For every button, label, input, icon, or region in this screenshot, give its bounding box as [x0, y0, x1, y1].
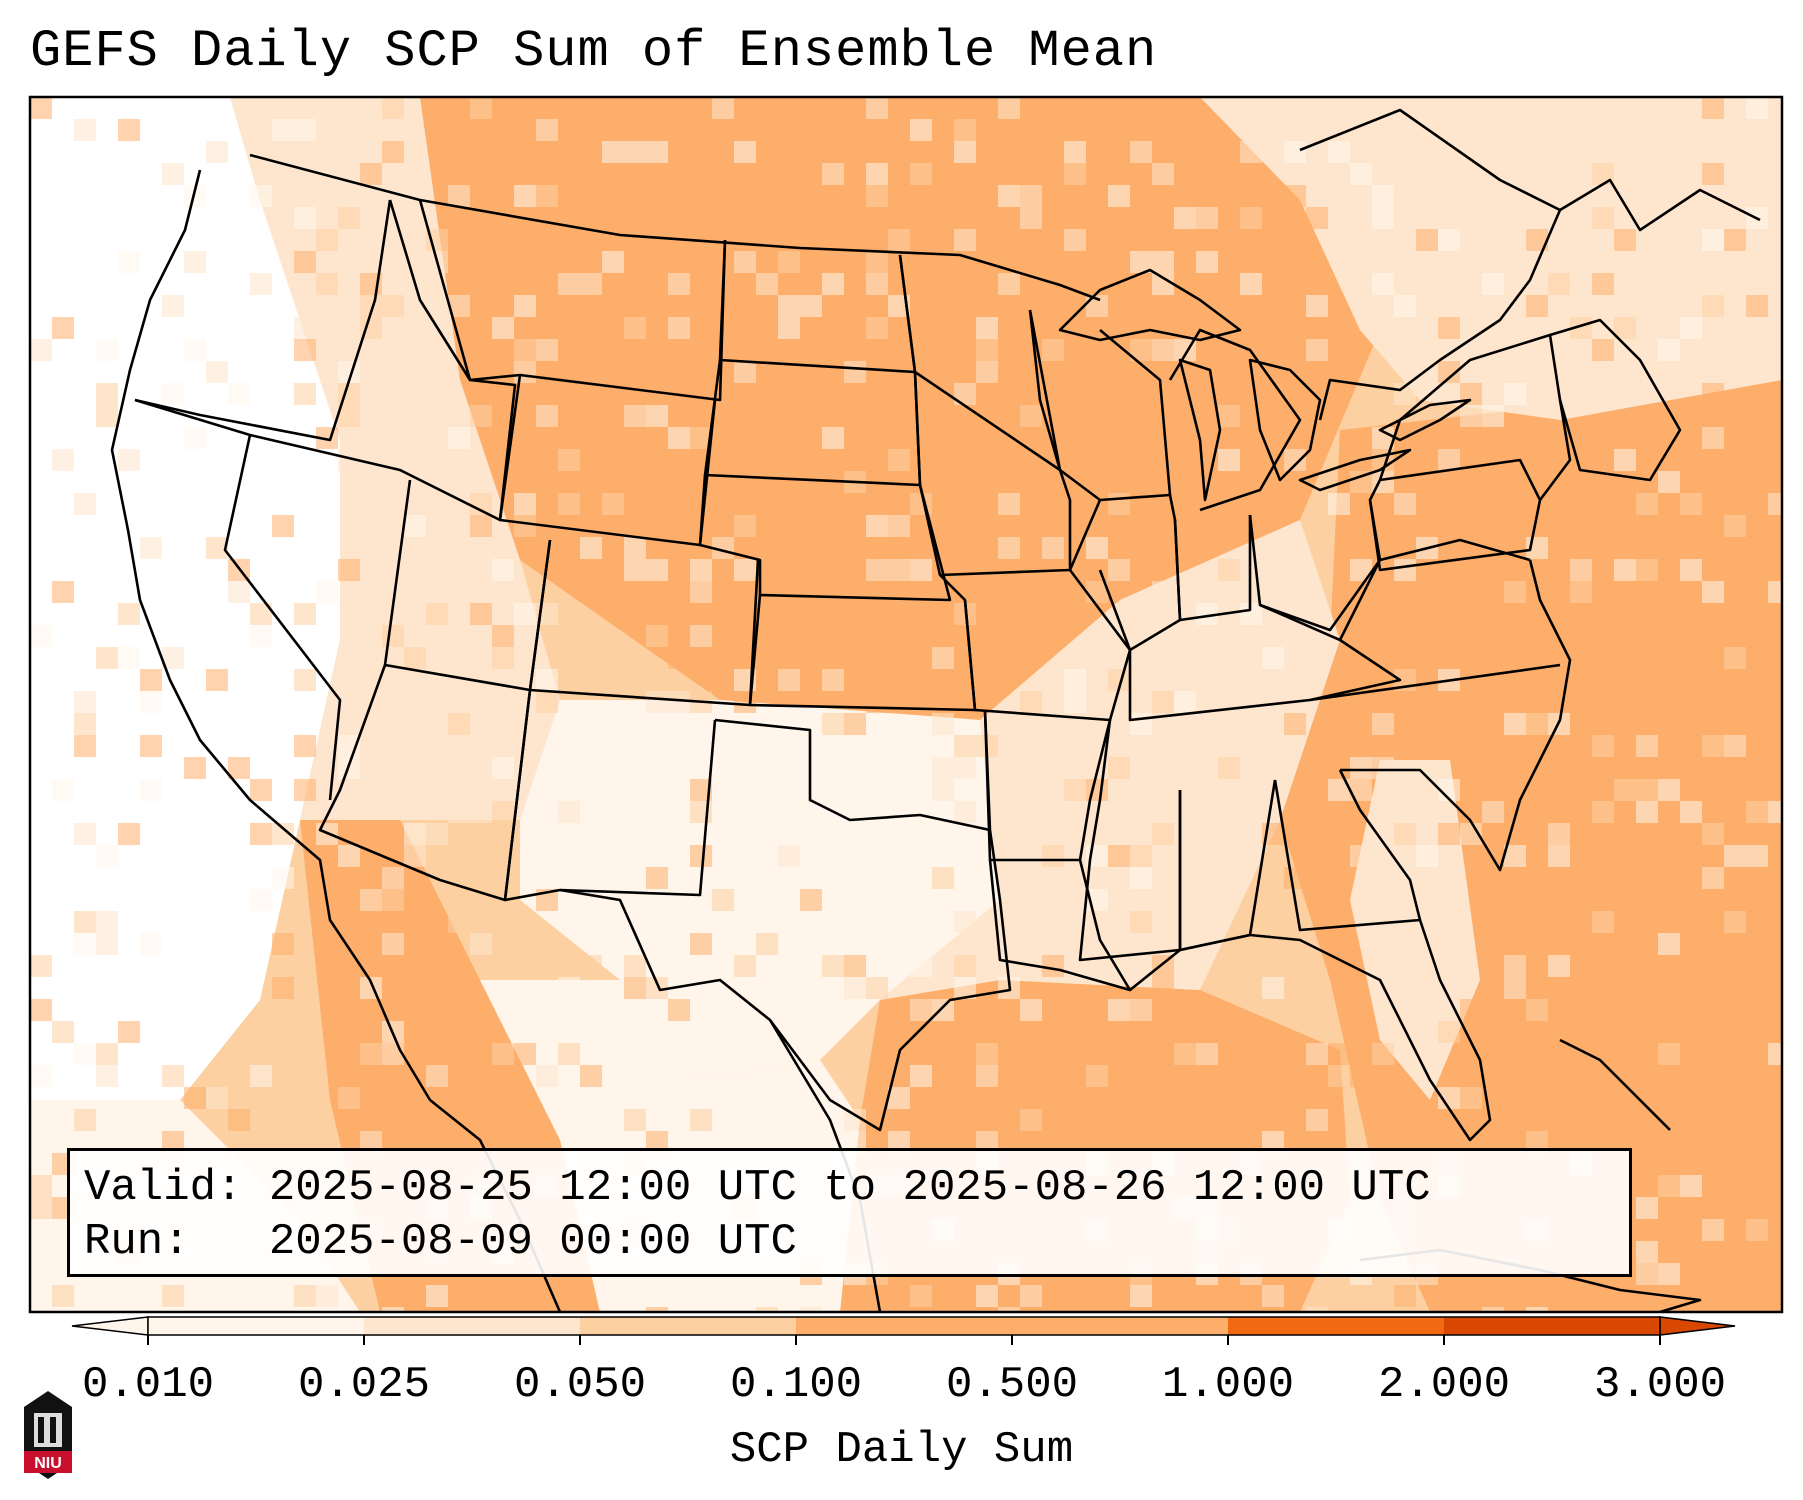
colorbar-tick-label: 3.000 — [1593, 1360, 1727, 1410]
run-row: Run: 2025-08-09 00:00 UTC — [84, 1215, 1615, 1269]
shading-regions — [30, 97, 1782, 1312]
colorbar-tick-label: 0.500 — [945, 1360, 1079, 1410]
map-title: GEFS Daily SCP Sum of Ensemble Mean — [30, 22, 1158, 81]
colorbar-tick-label: 0.025 — [297, 1360, 431, 1410]
run-label: Run: — [84, 1217, 190, 1267]
valid-label: Valid: — [84, 1163, 243, 1213]
colorbar-tick-label: 0.050 — [513, 1360, 647, 1410]
colorbar-tick-label: 1.000 — [1161, 1360, 1295, 1410]
niu-logo: NIU — [24, 1391, 72, 1479]
colorbar-tick-label: 0.010 — [81, 1360, 215, 1410]
colorbar-tick-label: 0.100 — [729, 1360, 863, 1410]
boundary-lines — [110, 108, 1761, 1312]
valid-value: 2025-08-25 12:00 UTC to 2025-08-26 12:00… — [268, 1163, 1431, 1213]
run-value: 2025-08-09 00:00 UTC — [268, 1217, 797, 1267]
valid-row: Valid: 2025-08-25 12:00 UTC to 2025-08-2… — [84, 1161, 1615, 1215]
svg-text:NIU: NIU — [34, 1455, 62, 1472]
colorbar-label: SCP Daily Sum — [729, 1425, 1074, 1475]
run-info-box: Valid: 2025-08-25 12:00 UTC to 2025-08-2… — [67, 1148, 1632, 1277]
colorbar-tick-label: 2.000 — [1377, 1360, 1511, 1410]
